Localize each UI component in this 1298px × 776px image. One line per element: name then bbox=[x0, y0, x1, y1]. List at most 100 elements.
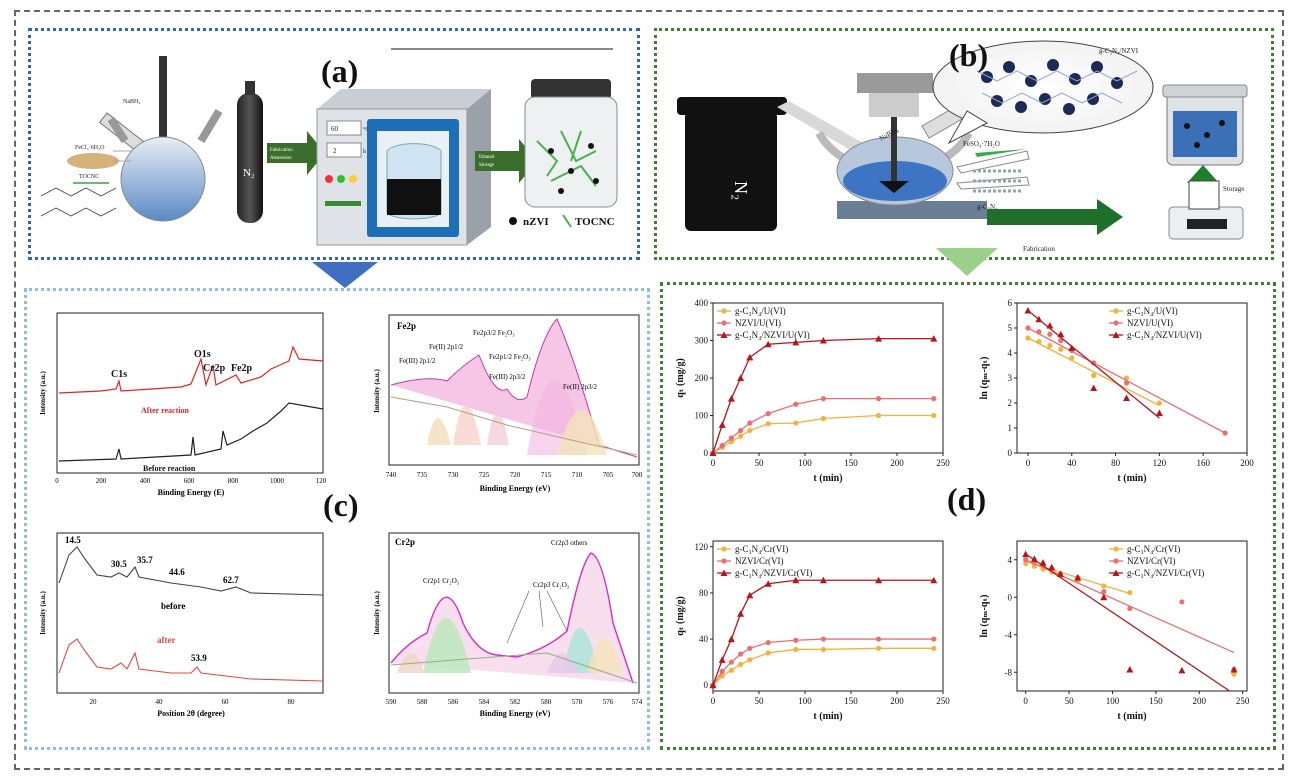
y-tick-label: 2 bbox=[1008, 398, 1013, 408]
before-reaction-label: Before reaction bbox=[143, 464, 196, 473]
data-point bbox=[1091, 360, 1097, 366]
svg-text:700: 700 bbox=[632, 471, 643, 479]
data-point bbox=[1123, 380, 1130, 386]
xrd-peak-3: 35.7 bbox=[137, 555, 153, 565]
x-tick-label: 150 bbox=[1149, 696, 1163, 706]
n2-tank-icon bbox=[685, 111, 777, 231]
panel-c: (c) O1s C1s Cr2p Fe2p After reaction Bef… bbox=[24, 288, 650, 750]
data-point bbox=[728, 439, 734, 445]
panel-d: (d) 0 50 100 150 200 250 0 100 200 300 400 t (min) q… bbox=[660, 282, 1276, 750]
xrd-peak-1: 14.5 bbox=[65, 535, 81, 545]
svg-text:200: 200 bbox=[96, 477, 107, 485]
data-point bbox=[1030, 555, 1038, 562]
support-label: g-C₃N₄ bbox=[977, 203, 998, 211]
arrow1-line1: Fabrication bbox=[270, 148, 293, 153]
x-tick-label: 50 bbox=[1065, 696, 1075, 706]
legend-entry: NZVI/U(VI) bbox=[1127, 318, 1173, 328]
data-point bbox=[1056, 570, 1064, 577]
svg-text:20: 20 bbox=[90, 698, 98, 706]
data-point bbox=[875, 335, 883, 342]
y-tick-label: 0 bbox=[1008, 592, 1013, 602]
y-tick-label: 40 bbox=[699, 634, 709, 644]
data-point bbox=[727, 395, 735, 402]
data-point bbox=[1230, 665, 1238, 673]
x-axis-label: t (min) bbox=[1117, 473, 1146, 484]
data-point bbox=[719, 668, 725, 674]
fecl3-powder bbox=[67, 153, 119, 169]
data-point bbox=[930, 335, 938, 342]
xrd-peak-5: 62.7 bbox=[223, 575, 239, 585]
n2-cylinder-icon bbox=[237, 93, 263, 223]
data-point bbox=[793, 401, 799, 407]
oven-temp-unit: °C bbox=[363, 126, 369, 133]
legend-entry: NZVI/Cr(VI) bbox=[735, 556, 784, 566]
xrd-plot: 14.5 30.5 35.7 44.6 62.7 before after 53… bbox=[39, 532, 324, 718]
cr2p-xticks: 590 588 586 584 582 580 578 576 574 bbox=[386, 698, 643, 706]
data-point bbox=[718, 656, 726, 663]
data-point bbox=[875, 576, 883, 584]
xrd-after-curve bbox=[58, 638, 324, 682]
data-point bbox=[1058, 346, 1064, 352]
legend-entry: g-C₃N₄/NZVI/Cr(VI) bbox=[735, 568, 812, 578]
y-axis-label: qₜ (mg/g) bbox=[675, 596, 686, 636]
svg-text:576: 576 bbox=[603, 698, 614, 706]
data-point bbox=[1074, 574, 1082, 581]
legend-marker bbox=[1113, 558, 1119, 564]
cr2p-label-2: Cr2p1 Cr₂O₃ bbox=[423, 577, 460, 585]
legend-marker bbox=[1113, 308, 1119, 314]
reagent-fecl3: FeCl₃·6H₂O bbox=[75, 145, 105, 151]
x-tick-label: 100 bbox=[1106, 696, 1120, 706]
svg-text:40: 40 bbox=[156, 698, 164, 706]
salt-label: FeSO₄·7H₂O bbox=[963, 140, 1000, 148]
svg-text:578: 578 bbox=[572, 698, 583, 706]
xrd-before-label: before bbox=[161, 601, 185, 611]
data-point bbox=[1048, 563, 1056, 571]
cr2p-label-3: Cr2p3 Cr₂O₃ bbox=[533, 581, 570, 589]
svg-text:600: 600 bbox=[184, 477, 195, 485]
svg-text:60: 60 bbox=[222, 698, 230, 706]
data-point bbox=[931, 396, 937, 402]
legend-marker bbox=[721, 320, 727, 326]
data-point bbox=[1101, 583, 1107, 589]
legend-marker bbox=[721, 558, 727, 564]
x-tick-label: 200 bbox=[890, 458, 904, 468]
x-tick-label: 150 bbox=[844, 696, 858, 706]
svg-text:740: 740 bbox=[386, 471, 397, 479]
svg-text:800: 800 bbox=[228, 477, 239, 485]
xrd-peak-2: 30.5 bbox=[111, 559, 127, 569]
data-point bbox=[728, 659, 734, 665]
svg-text:715: 715 bbox=[541, 471, 552, 479]
before-reaction-curve bbox=[58, 402, 324, 462]
y-tick-label: 80 bbox=[699, 588, 709, 598]
series-line bbox=[712, 337, 934, 454]
data-point bbox=[1039, 559, 1047, 566]
data-point bbox=[792, 338, 800, 346]
x-tick-label: 160 bbox=[1196, 458, 1210, 468]
fe2p-label-6: Fe(II) 2p3/2 bbox=[563, 383, 598, 391]
data-point bbox=[737, 610, 745, 617]
svg-text:582: 582 bbox=[510, 698, 521, 706]
panel-b-illustration: N₂ NaBH₄ FeSO₄·7H₂O g-C₃N₄ g-C₃N₄/NZVI S… bbox=[677, 40, 1248, 253]
fe2p-label-3: Fe2p1/2 Fe₂O₃ bbox=[489, 353, 531, 361]
data-point bbox=[738, 651, 744, 657]
product-label: g-C₃N₄/NZVI bbox=[1099, 47, 1139, 55]
data-point bbox=[747, 645, 753, 651]
cr2p-ylabel: Intensity (a.u.) bbox=[373, 590, 381, 634]
fit-line bbox=[1027, 337, 1160, 407]
reagent-nabh4: NaBH₄ bbox=[123, 99, 140, 105]
data-point bbox=[728, 435, 734, 441]
data-point bbox=[931, 412, 937, 419]
x-tick-label: 200 bbox=[1240, 458, 1254, 468]
y-axis-label: ln (qₘ-qₜ) bbox=[979, 357, 990, 400]
series-line bbox=[712, 647, 934, 686]
cr2p-label-1: Cr2p3 others bbox=[551, 539, 588, 547]
after-reaction-label: After reaction bbox=[141, 406, 189, 415]
data-point bbox=[793, 420, 799, 426]
peak-cr2p: Cr2p bbox=[203, 363, 226, 374]
data-point bbox=[1155, 409, 1163, 416]
data-point bbox=[1022, 550, 1030, 558]
data-point bbox=[793, 637, 799, 643]
data-point bbox=[747, 657, 753, 663]
y-axis-label: ln (qₘ-qₜ) bbox=[979, 595, 990, 638]
y-tick-label: 1 bbox=[1008, 423, 1013, 433]
